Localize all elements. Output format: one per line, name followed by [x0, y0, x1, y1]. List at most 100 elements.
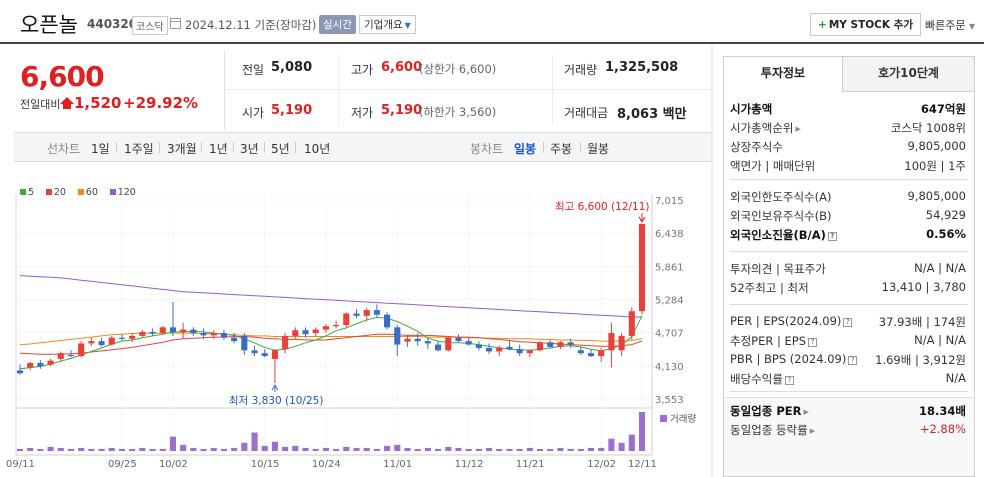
legend-swatch: [109, 189, 116, 195]
candle-body: [200, 333, 207, 336]
info-label-text: 액면가 | 매매단위: [730, 159, 816, 173]
candle-body: [241, 335, 248, 351]
tab-investment-info[interactable]: 투자정보: [724, 57, 843, 92]
legend-label: 60: [85, 187, 98, 198]
legend-item-5: 5: [20, 187, 34, 198]
chevron-right-icon[interactable]: ▶: [803, 408, 809, 416]
help-icon[interactable]: ?: [843, 318, 853, 327]
volume-bar: [557, 447, 564, 451]
volume-bar: [78, 447, 85, 451]
divider: [159, 142, 160, 153]
info-label: 52주최고 | 최저: [730, 280, 809, 296]
info-label-text: PER | EPS(2024.09): [730, 314, 842, 328]
candle-body: [16, 370, 24, 374]
upper-limit: (상한가 6,600): [419, 62, 497, 76]
tab-order-book[interactable]: 호가10단계: [843, 57, 974, 92]
volume-bar: [220, 448, 227, 451]
period-3y[interactable]: 3년: [240, 142, 259, 156]
divider: [224, 50, 225, 130]
info-value: N/A | N/A: [914, 261, 966, 275]
candle-body: [57, 353, 64, 359]
volume-bar: [628, 434, 635, 451]
candle-weekly[interactable]: 주봉: [550, 142, 573, 156]
volume-bar: [16, 448, 24, 451]
volume-bar: [118, 448, 126, 451]
info-label-text: 추정PER | EPS: [730, 334, 807, 348]
volume-bar: [169, 436, 177, 451]
legend-item-60: 60: [77, 187, 98, 198]
chevron-down-icon: ▼: [404, 21, 411, 30]
legend-label: 20: [53, 187, 66, 198]
info-row: 시가총액 647억원: [730, 99, 966, 118]
chevron-right-icon[interactable]: ▶: [809, 427, 816, 435]
realtime-button[interactable]: 실시간: [319, 15, 356, 34]
volume-bar: [485, 447, 493, 451]
market-badge: 코스닥: [132, 16, 168, 35]
x-tick-label: 12/11: [628, 459, 657, 470]
amount-value: 8,063 백만: [617, 107, 687, 122]
candle-body: [475, 344, 482, 349]
volume-bar: [88, 448, 95, 451]
open-label: 시가: [242, 106, 265, 120]
help-icon[interactable]: ?: [827, 232, 837, 241]
volume-bar: [638, 412, 646, 451]
date-text: 2024.12.11 기준(장마감): [185, 18, 317, 32]
add-mystock-label: MY STOCK 추가: [828, 19, 913, 31]
volume-bar: [57, 447, 64, 451]
candle-body: [404, 338, 411, 342]
candle-body: [37, 362, 44, 367]
candle-body: [180, 329, 187, 332]
volume-bar: [241, 442, 248, 451]
max-arrow-head: [638, 216, 646, 223]
help-icon[interactable]: ?: [808, 338, 818, 347]
info-value: 54,929: [925, 208, 966, 222]
legend-swatch: [45, 189, 52, 195]
period-3m[interactable]: 3개월: [167, 142, 197, 156]
candle-body: [27, 362, 34, 368]
x-tick-label: 10/24: [312, 459, 341, 470]
company-overview-label: 기업개요: [364, 19, 403, 31]
divider: [264, 142, 265, 153]
divider: [295, 142, 296, 153]
help-icon[interactable]: ?: [848, 356, 858, 365]
high-value: 6,600: [381, 60, 423, 75]
y-tick-label: 7,015: [655, 196, 684, 207]
info-label-text: 동일업종 PER: [730, 404, 802, 418]
candle-body: [618, 335, 625, 351]
period-5y[interactable]: 5년: [271, 142, 290, 156]
info-row: PER | EPS(2024.09)? 37.93배 | 174원: [730, 312, 966, 331]
volume-bar: [414, 448, 421, 451]
period-1w[interactable]: 1주일: [124, 142, 154, 156]
info-value: N/A | N/A: [914, 333, 966, 347]
company-overview-button[interactable]: 기업개요 ▼: [359, 15, 416, 34]
candle-body: [118, 337, 126, 339]
period-10y[interactable]: 10년: [304, 142, 331, 156]
chevron-right-icon[interactable]: ▶: [795, 125, 801, 133]
help-icon[interactable]: ?: [784, 376, 794, 385]
candle-daily[interactable]: 일봉: [514, 142, 537, 156]
up-arrow-icon: [60, 97, 74, 109]
divider: [730, 304, 968, 305]
info-label: 시가총액순위 ▶: [730, 120, 801, 136]
candle-monthly[interactable]: 월봉: [587, 142, 610, 156]
candle-body: [394, 327, 401, 345]
legend-label: 5: [28, 187, 35, 198]
change-value: 1,520: [74, 94, 122, 112]
period-1d[interactable]: 1일: [91, 142, 110, 156]
add-mystock-button[interactable]: + MY STOCK 추가: [810, 13, 921, 36]
candle-body: [557, 342, 564, 347]
volume-bar: [129, 448, 136, 451]
volume-value: 1,325,508: [605, 60, 679, 75]
candle-body: [455, 337, 462, 342]
candle-body: [67, 354, 75, 357]
price-chart[interactable]: 7,015 6,438 5,861 5,284 4,707 4,130 3,553 09/11…: [0, 0, 716, 477]
info-label: 외국인한도주식수(A): [730, 189, 831, 205]
y-tick-label: 5,284: [655, 296, 684, 307]
y-tick-label: 4,707: [655, 329, 684, 340]
info-value: 9,805,000: [907, 189, 966, 203]
high-label: 고가: [351, 63, 374, 77]
quick-order-button[interactable]: 빠른주문 ▼: [925, 17, 975, 33]
period-1y[interactable]: 1년: [209, 142, 228, 156]
volume-bar: [475, 448, 482, 451]
divider: [730, 391, 968, 392]
